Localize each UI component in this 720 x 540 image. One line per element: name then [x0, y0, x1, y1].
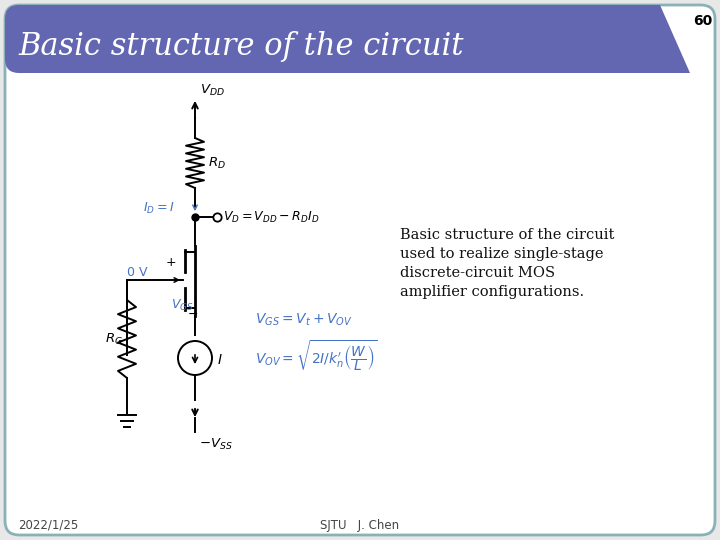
Polygon shape — [620, 5, 690, 73]
Text: $R_D$: $R_D$ — [208, 156, 226, 171]
FancyBboxPatch shape — [5, 5, 660, 73]
Text: Basic structure of the circuit: Basic structure of the circuit — [400, 228, 614, 242]
Text: 2022/1/25: 2022/1/25 — [18, 519, 78, 532]
Text: $I$: $I$ — [217, 353, 222, 367]
Bar — [200, 5, 660, 73]
Text: 60: 60 — [693, 14, 712, 28]
Text: 0 V: 0 V — [127, 266, 148, 279]
FancyBboxPatch shape — [5, 5, 715, 535]
Text: SJTU   J. Chen: SJTU J. Chen — [320, 519, 400, 532]
Text: $-$: $-$ — [187, 307, 198, 320]
Text: amplifier configurations.: amplifier configurations. — [400, 285, 584, 299]
Text: $V_{DD}$: $V_{DD}$ — [200, 83, 225, 98]
Text: $V_D = V_{DD} - R_D I_D$: $V_D = V_{DD} - R_D I_D$ — [223, 210, 320, 225]
Text: Basic structure of the circuit: Basic structure of the circuit — [18, 30, 464, 62]
Text: used to realize single-stage: used to realize single-stage — [400, 247, 603, 261]
Text: $+$: $+$ — [166, 255, 176, 268]
Text: discrete-circuit MOS: discrete-circuit MOS — [400, 266, 555, 280]
Text: $V_{GS}$: $V_{GS}$ — [171, 298, 194, 313]
Text: $I_D = I$: $I_D = I$ — [143, 200, 174, 215]
Text: $V_{OV} = \sqrt{2I/{k_n^\prime}\left(\dfrac{W}{L}\right)}$: $V_{OV} = \sqrt{2I/{k_n^\prime}\left(\df… — [255, 339, 378, 374]
Text: $-V_{SS}$: $-V_{SS}$ — [199, 437, 233, 452]
Text: $R_G$: $R_G$ — [105, 332, 123, 347]
Text: $V_{GS} = V_t + V_{OV}$: $V_{GS} = V_t + V_{OV}$ — [255, 312, 353, 328]
